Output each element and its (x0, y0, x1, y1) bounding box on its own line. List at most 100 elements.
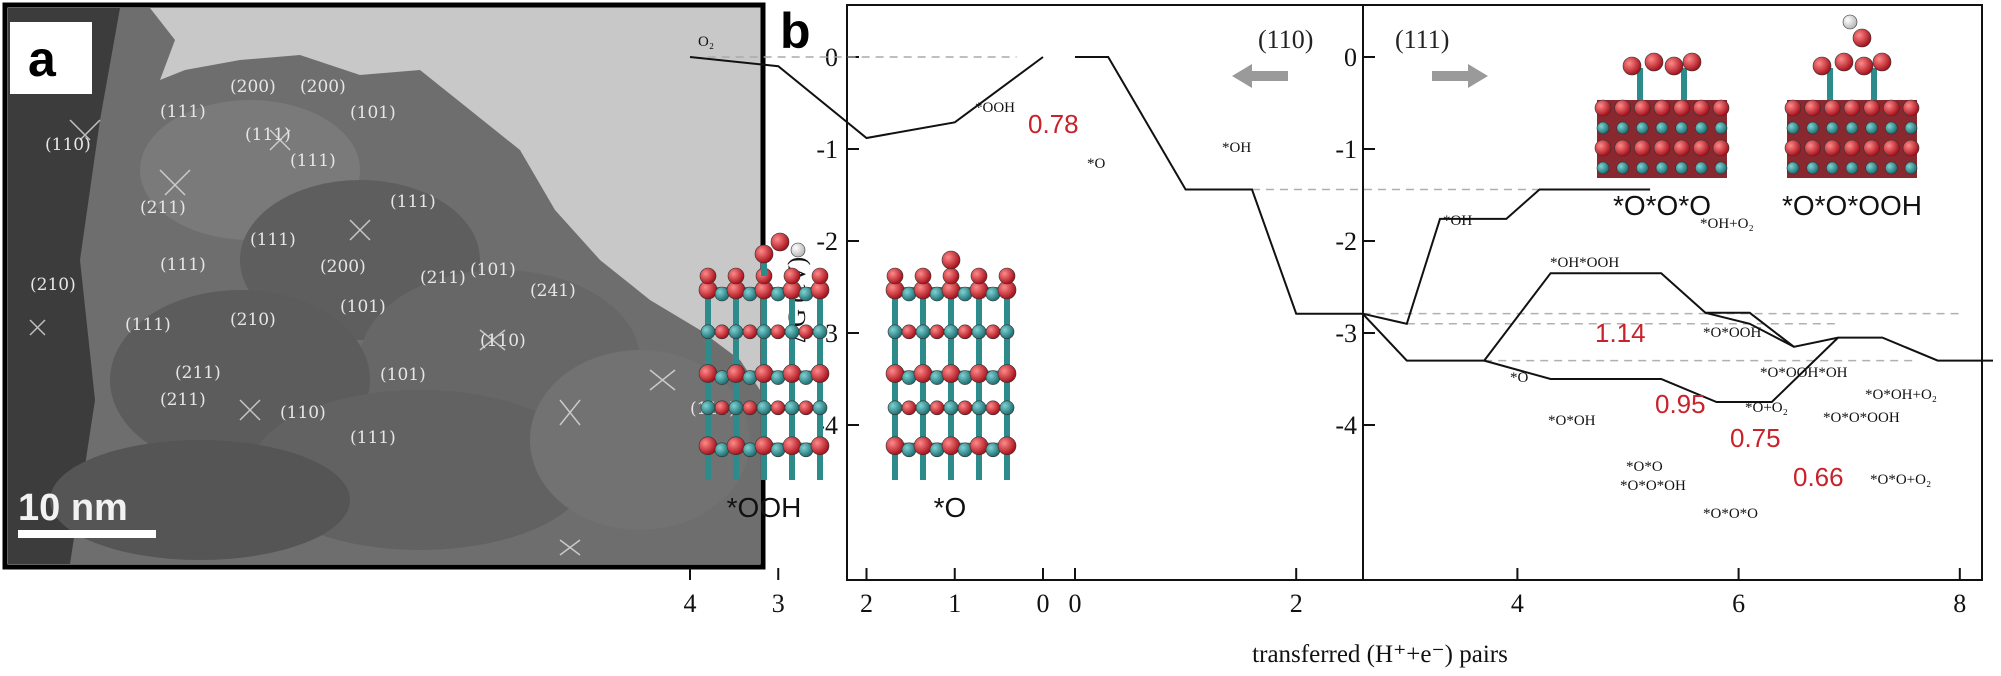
ti-atom (1616, 161, 1629, 175)
x-tick-label: 0 (1037, 589, 1050, 618)
structure-label: *O (934, 492, 967, 523)
o-atom (1614, 99, 1631, 117)
x-tick-label: 4 (1511, 589, 1524, 618)
ti-atom (784, 324, 800, 340)
structure-ooh (698, 232, 830, 480)
y-tick-label: -1 (1335, 135, 1357, 164)
scale-bar (18, 530, 156, 538)
o-atom (1843, 99, 1861, 117)
ti-atom (915, 400, 931, 416)
facet-left-label: (110) (1258, 25, 1313, 54)
lattice-label: (101) (340, 297, 386, 317)
tem-image (8, 8, 760, 564)
state-label: *OH (1443, 213, 1472, 229)
o-atom (901, 324, 917, 340)
o-atom (929, 400, 945, 416)
o-atom (1634, 99, 1651, 117)
o-atom (1824, 99, 1841, 117)
ti-atom (1786, 121, 1800, 135)
o-atom (1644, 52, 1664, 72)
x-ticks-left: 4 3 2 1 0 (684, 568, 1050, 618)
lattice-label: (211) (420, 268, 466, 288)
o-atom (1902, 139, 1920, 157)
structure-o (885, 250, 1017, 480)
ti-atom (756, 324, 772, 340)
scale-bar-label: 10 nm (18, 487, 128, 529)
o-atom (1622, 56, 1642, 76)
reference-dashes (707, 56, 1960, 362)
left-arrow-icon (1232, 64, 1288, 88)
o-atom (901, 400, 917, 416)
x-tick-label: 2 (860, 589, 873, 618)
ti-atom (1885, 121, 1898, 135)
ti-atom (1655, 161, 1669, 175)
lattice-label: (241) (530, 281, 576, 301)
o-atom (742, 400, 758, 416)
o-atom (770, 324, 786, 340)
barrier-value: 1.14 (1595, 318, 1646, 348)
lattice-label: (111) (250, 230, 296, 250)
x-tick-label: 1 (948, 589, 961, 618)
lattice-label: (211) (175, 363, 221, 383)
ti-atom (728, 400, 744, 416)
o-atom (1883, 139, 1900, 157)
state-label: *O*O (1626, 459, 1663, 475)
o-atom (770, 232, 790, 252)
o-atom (957, 324, 973, 340)
o-atom (1682, 52, 1702, 72)
o-atom (1784, 99, 1802, 117)
o-atom (941, 436, 961, 456)
lattice-label: (111) (160, 102, 206, 122)
ti-atom (1596, 161, 1610, 175)
energy-profile-line (1705, 311, 1795, 348)
o-atom (885, 436, 905, 456)
o-atom (810, 364, 830, 383)
structure-label: *O*O*O (1613, 190, 1711, 221)
ti-atom (1636, 161, 1649, 175)
plot-frame (846, 4, 1983, 581)
energy-profile-line (689, 56, 1044, 140)
y-tick-label: -2 (816, 227, 838, 256)
lattice-label: (211) (140, 198, 186, 218)
ti-atom (1616, 121, 1629, 135)
ti-atom (1904, 161, 1918, 175)
ti-atom (812, 400, 828, 416)
o-atom (770, 400, 786, 416)
h-atom (1842, 14, 1858, 30)
y-tick-label: -3 (1335, 319, 1357, 348)
atomic-structures (698, 14, 1920, 480)
o-atom (1673, 99, 1690, 117)
ti-atom (943, 400, 959, 416)
o-atom (942, 267, 960, 285)
o-atom (1614, 139, 1631, 157)
o-atom (1653, 99, 1671, 117)
ti-atom (1675, 121, 1688, 135)
lattice-label: (110) (480, 331, 526, 351)
o-atom (957, 400, 973, 416)
ti-atom (1845, 161, 1859, 175)
state-label: *OH*OOH (1550, 255, 1619, 271)
o-atom (782, 364, 802, 383)
y-tick-label: 0 (1344, 43, 1357, 72)
o-atom (885, 364, 905, 383)
lattice-label: (200) (320, 257, 366, 277)
o-atom (1824, 139, 1841, 157)
o-atom (914, 267, 932, 285)
o-atom (1843, 139, 1861, 157)
o-atom (913, 364, 933, 383)
ti-atom (700, 324, 716, 340)
lattice-label: (110) (280, 403, 326, 423)
ti-atom (1904, 121, 1918, 135)
barrier-value: 0.75 (1730, 423, 1781, 453)
structure-ooo (1594, 52, 1730, 178)
o-atom (714, 324, 730, 340)
o-atom (754, 436, 774, 456)
lattice-label: (101) (470, 260, 516, 280)
o-atom (798, 324, 814, 340)
o-atom (969, 364, 989, 383)
barrier-value: 0.66 (1793, 462, 1844, 492)
ti-atom (1596, 121, 1610, 135)
o-atom (1883, 99, 1900, 117)
o-atom (1863, 99, 1880, 117)
